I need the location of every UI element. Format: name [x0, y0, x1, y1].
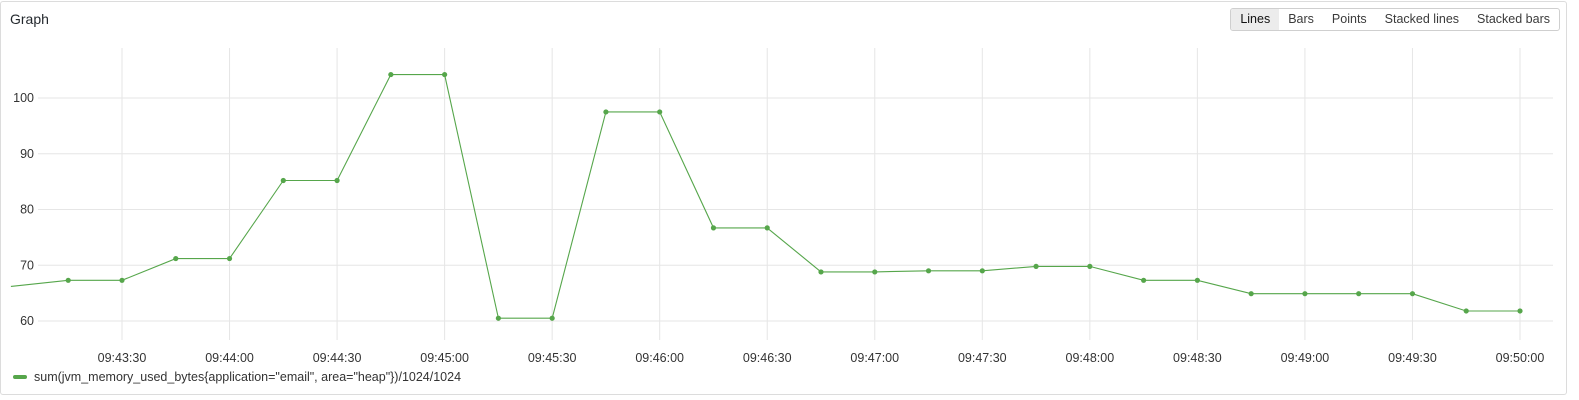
y-tick-label: 90: [20, 147, 34, 161]
x-tick-label: 09:44:00: [205, 351, 254, 365]
data-point: [603, 109, 609, 115]
display-mode-toggle: Lines Bars Points Stacked lines Stacked …: [1230, 8, 1560, 31]
mode-button-points[interactable]: Points: [1331, 12, 1367, 26]
data-point: [657, 109, 663, 115]
data-point: [1356, 291, 1362, 297]
mode-button-lines[interactable]: Lines: [1231, 9, 1280, 30]
x-tick-label: 09:44:30: [313, 351, 362, 365]
graph-panel: Graph Lines Bars Points Stacked lines St…: [0, 1, 1567, 395]
y-tick-label: 70: [20, 258, 34, 272]
y-tick-label: 80: [20, 203, 34, 217]
y-axis-ticks: 60 70 80 90 100: [13, 91, 34, 328]
data-point: [549, 315, 555, 321]
x-tick-label: 09:43:30: [98, 351, 147, 365]
data-point: [1087, 263, 1093, 269]
y-tick-label: 60: [20, 314, 34, 328]
data-point: [1141, 277, 1147, 283]
x-tick-label: 09:47:00: [850, 351, 899, 365]
x-tick-label: 09:47:30: [958, 351, 1007, 365]
data-point: [764, 225, 770, 231]
data-point: [226, 255, 233, 262]
legend-swatch: [13, 375, 27, 379]
data-point: [334, 177, 340, 184]
data-point: [388, 71, 394, 78]
data-point: [495, 315, 501, 321]
panel-title: Graph: [10, 11, 49, 27]
legend-label: sum(jvm_memory_used_bytes{application="e…: [34, 370, 462, 384]
x-tick-label: 09:48:30: [1173, 351, 1222, 365]
mode-button-bars[interactable]: Bars: [1288, 12, 1314, 26]
data-point: [173, 255, 179, 262]
x-tick-label: 09:46:00: [635, 351, 684, 365]
data-point: [925, 268, 932, 274]
x-tick-label: 09:45:00: [420, 351, 469, 365]
mode-button-stacked-lines[interactable]: Stacked lines: [1384, 12, 1460, 26]
series-line: [10, 74, 1520, 319]
data-point: [1248, 291, 1254, 297]
mode-button-stacked-bars[interactable]: Stacked bars: [1477, 12, 1550, 26]
series-layer: [10, 71, 1523, 321]
data-point: [280, 177, 286, 184]
x-tick-label: 09:46:30: [743, 351, 792, 365]
x-tick-label: 09:49:30: [1388, 351, 1437, 365]
data-point: [442, 71, 448, 78]
x-tick-label: 09:45:30: [528, 351, 577, 365]
data-point: [119, 277, 125, 283]
data-point: [1463, 308, 1469, 314]
y-tick-label: 100: [13, 91, 34, 105]
data-point: [65, 277, 71, 283]
data-point: [1194, 277, 1200, 283]
grid-lines: [38, 48, 1553, 340]
data-point: [818, 269, 824, 275]
data-point: [1517, 308, 1523, 314]
legend[interactable]: sum(jvm_memory_used_bytes{application="e…: [13, 370, 461, 384]
x-tick-label: 09:48:00: [1066, 351, 1115, 365]
x-axis-ticks: 09:43:30 09:44:00 09:44:30 09:45:00 09:45:30…: [98, 351, 1545, 365]
data-point: [1409, 291, 1416, 297]
data-point: [1033, 263, 1039, 269]
x-tick-label: 09:50:00: [1496, 351, 1545, 365]
x-tick-label: 09:49:00: [1281, 351, 1330, 365]
data-point: [979, 268, 985, 274]
data-point: [1302, 291, 1308, 297]
data-point: [872, 269, 878, 275]
data-point: [710, 225, 717, 231]
